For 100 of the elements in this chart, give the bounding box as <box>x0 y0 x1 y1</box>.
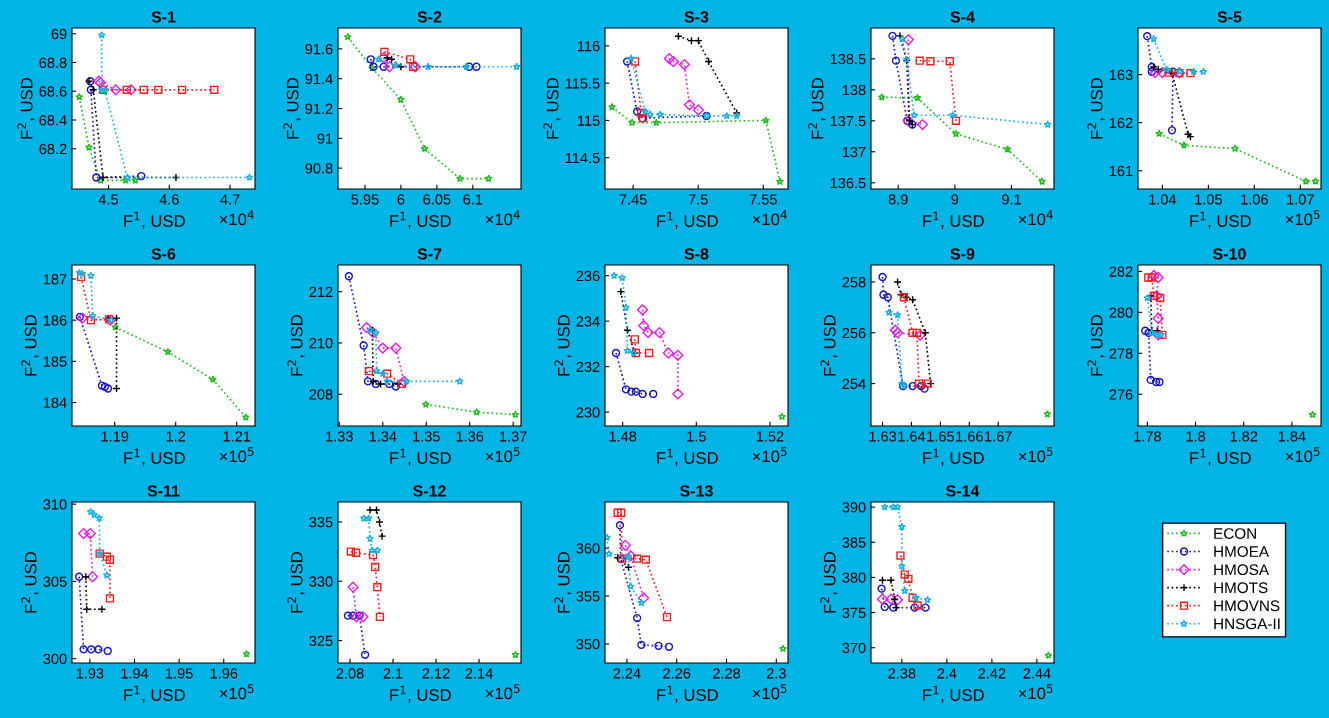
point <box>102 571 111 579</box>
point <box>137 171 146 181</box>
point <box>1147 273 1156 282</box>
x-tick-label: 1.36 <box>456 431 484 442</box>
chart-title: S-5 <box>1217 11 1242 23</box>
point <box>75 92 84 101</box>
point <box>372 505 381 515</box>
y-tick-label: 116 <box>578 40 600 52</box>
point <box>455 377 464 385</box>
point <box>347 581 359 593</box>
y-axis-title: F$^{2}$, USD <box>21 315 39 376</box>
point <box>1151 290 1163 302</box>
point <box>344 272 354 281</box>
point <box>775 177 784 186</box>
y-tick-label: 278 <box>1109 348 1133 359</box>
point <box>97 605 107 614</box>
point <box>346 547 356 556</box>
point <box>926 57 935 66</box>
point <box>378 369 387 378</box>
point <box>383 377 392 385</box>
y-tick-label: 91 <box>317 133 333 144</box>
point <box>948 111 957 119</box>
point <box>1156 67 1168 79</box>
y-axis-title: F$^{2}$, USD <box>543 78 561 139</box>
point <box>662 612 672 622</box>
x-tick-label: 2.1 <box>383 668 403 679</box>
x-tick-label: 1.19 <box>101 431 129 442</box>
x-tick-label: 4.7 <box>220 194 240 205</box>
point <box>84 527 96 540</box>
x-tick-label: 9 <box>951 194 959 205</box>
point <box>779 644 788 653</box>
y-axis-title: F$^{2}$, USD <box>1087 78 1105 139</box>
x-tick-label: 1.63 <box>869 431 897 442</box>
point <box>377 342 389 354</box>
point <box>1164 68 1173 77</box>
point <box>86 507 95 516</box>
x-tick-label: 1.8 <box>1186 431 1206 442</box>
point <box>97 381 107 390</box>
point <box>627 54 636 63</box>
point <box>889 502 898 511</box>
point <box>375 612 385 622</box>
y-tick-label: 91.6 <box>305 43 333 55</box>
y-tick-label: 230 <box>576 407 600 418</box>
point <box>245 173 254 182</box>
legend-label: HMOEA <box>1214 546 1270 558</box>
point <box>672 388 684 400</box>
point <box>664 642 674 651</box>
y-tick-label: 360 <box>576 543 600 554</box>
point <box>638 320 650 332</box>
point <box>630 335 639 344</box>
point <box>92 173 101 182</box>
point <box>608 102 617 111</box>
x-tick-label: 1.52 <box>756 431 784 442</box>
y-tick-label: 234 <box>576 316 600 327</box>
point <box>916 118 929 131</box>
point <box>112 313 121 323</box>
y-axis-title: F$^{2}$, USD <box>283 78 301 139</box>
point <box>912 328 922 337</box>
x-axis-title: F$^{1}$, USD <box>657 448 718 466</box>
point <box>632 554 642 563</box>
text: ×10$^{4}$ <box>485 210 520 226</box>
y-tick-label: 137 <box>842 146 866 158</box>
point <box>692 104 705 116</box>
x-axis-title: F$^{1}$, USD <box>1190 448 1251 466</box>
x-tick-label: 1.48 <box>609 431 637 442</box>
x-axis-title: F$^{1}$, USD <box>923 448 984 466</box>
y-axis-title: F$^{2}$, USD <box>1087 315 1105 376</box>
legend-label: HMOSA <box>1214 564 1270 576</box>
point <box>619 539 632 551</box>
point <box>86 271 95 280</box>
point <box>86 316 96 325</box>
y-axis-title: F$^{2}$, USD <box>820 315 838 376</box>
chart-title: S-1 <box>151 11 176 23</box>
point <box>90 510 99 519</box>
x-tick-label: 1.84 <box>1278 431 1306 442</box>
point <box>95 513 104 522</box>
point <box>421 400 430 408</box>
point <box>348 611 358 620</box>
chart-title: S-12 <box>413 485 446 497</box>
point <box>653 326 666 339</box>
point <box>622 57 632 66</box>
point <box>908 593 917 602</box>
point <box>652 118 661 127</box>
point <box>1038 177 1047 186</box>
x-tick-label: 6.05 <box>423 194 451 205</box>
x-axis-title: F$^{1}$, USD <box>657 685 718 703</box>
point <box>484 174 493 183</box>
y-axis-title: F$^{2}$, USD <box>554 552 572 613</box>
point <box>406 55 415 64</box>
point <box>87 645 96 654</box>
y-tick-label: 335 <box>309 517 333 528</box>
y-tick-label: 254 <box>842 378 866 390</box>
y-tick-label: 390 <box>842 502 866 513</box>
chart-title: S-9 <box>950 248 975 260</box>
point <box>632 613 642 623</box>
x-tick-label: 1.94 <box>121 668 149 679</box>
x-axis-title: F$^{1}$, USD <box>124 211 185 229</box>
point <box>455 174 464 183</box>
point <box>662 347 674 359</box>
point <box>368 546 377 554</box>
